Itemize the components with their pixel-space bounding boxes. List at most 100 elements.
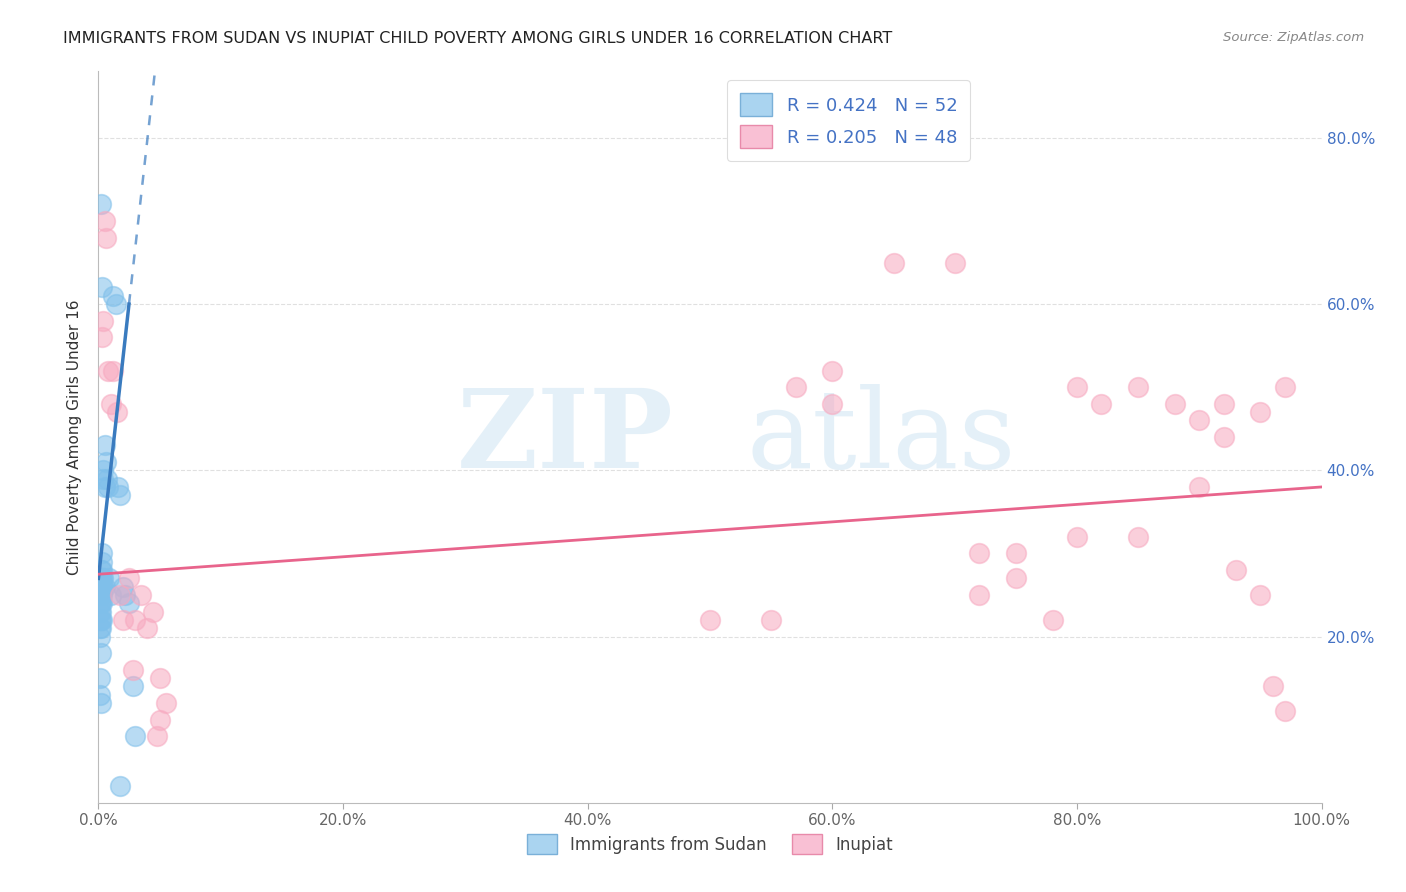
Point: [149, 713, 172, 727]
Point: [91, 463, 114, 477]
Point: [89, 588, 111, 602]
Point: [1128, 380, 1150, 394]
Point: [89, 630, 111, 644]
Point: [821, 397, 844, 411]
Point: [1188, 413, 1211, 427]
Text: ZIP: ZIP: [457, 384, 673, 491]
Point: [91, 580, 114, 594]
Point: [91, 571, 114, 585]
Point: [1212, 430, 1234, 444]
Point: [1225, 563, 1247, 577]
Point: [1066, 380, 1088, 394]
Point: [107, 480, 129, 494]
Point: [785, 380, 807, 394]
Point: [149, 671, 172, 685]
Point: [110, 488, 132, 502]
Point: [89, 688, 111, 702]
Point: [89, 596, 111, 610]
Point: [699, 613, 721, 627]
Point: [111, 613, 134, 627]
Point: [118, 596, 141, 610]
Point: [111, 580, 134, 594]
Point: [1042, 613, 1064, 627]
Point: [90, 621, 112, 635]
Point: [94, 455, 117, 469]
Point: [91, 571, 114, 585]
Point: [943, 255, 966, 269]
Point: [97, 480, 120, 494]
Point: [1066, 530, 1088, 544]
Point: [91, 596, 114, 610]
Point: [1212, 397, 1234, 411]
Point: [93, 580, 115, 594]
Point: [1249, 588, 1271, 602]
Point: [90, 563, 112, 577]
Point: [90, 696, 112, 710]
Point: [90, 646, 112, 660]
Point: [121, 680, 143, 694]
Point: [104, 297, 127, 311]
Point: [101, 289, 124, 303]
Point: [90, 197, 112, 211]
Point: [91, 546, 114, 560]
Point: [90, 580, 112, 594]
Point: [91, 613, 114, 627]
Y-axis label: Child Poverty Among Girls Under 16: Child Poverty Among Girls Under 16: [67, 300, 83, 574]
Point: [91, 280, 114, 294]
Point: [96, 472, 118, 486]
Point: [91, 330, 114, 344]
Point: [967, 546, 990, 560]
Point: [91, 588, 114, 602]
Point: [93, 214, 115, 228]
Point: [89, 621, 111, 635]
Point: [821, 363, 844, 377]
Legend: Immigrants from Sudan, Inupiat: Immigrants from Sudan, Inupiat: [520, 828, 900, 860]
Point: [93, 438, 115, 452]
Point: [1004, 571, 1026, 585]
Point: [124, 729, 146, 743]
Point: [90, 588, 112, 602]
Point: [100, 397, 122, 411]
Point: [967, 588, 990, 602]
Point: [97, 363, 120, 377]
Point: [114, 588, 136, 602]
Point: [90, 571, 112, 585]
Point: [90, 605, 112, 619]
Point: [89, 571, 111, 585]
Point: [1128, 530, 1150, 544]
Point: [761, 613, 783, 627]
Point: [155, 696, 177, 710]
Point: [1274, 705, 1296, 719]
Point: [89, 580, 111, 594]
Point: [94, 230, 117, 244]
Point: [98, 571, 121, 585]
Point: [89, 671, 111, 685]
Point: [142, 605, 165, 619]
Point: [105, 405, 128, 419]
Point: [89, 613, 111, 627]
Point: [91, 563, 114, 577]
Point: [91, 580, 114, 594]
Point: [136, 621, 159, 635]
Point: [1274, 380, 1296, 394]
Point: [91, 472, 114, 486]
Point: [93, 480, 115, 494]
Point: [1188, 480, 1211, 494]
Point: [110, 588, 132, 602]
Point: [1164, 397, 1187, 411]
Text: IMMIGRANTS FROM SUDAN VS INUPIAT CHILD POVERTY AMONG GIRLS UNDER 16 CORRELATION : IMMIGRANTS FROM SUDAN VS INUPIAT CHILD P…: [63, 31, 893, 46]
Point: [1004, 546, 1026, 560]
Point: [110, 779, 132, 793]
Point: [101, 363, 124, 377]
Point: [146, 729, 169, 743]
Point: [100, 588, 122, 602]
Point: [91, 555, 114, 569]
Point: [118, 571, 141, 585]
Point: [90, 613, 112, 627]
Point: [883, 255, 905, 269]
Point: [1249, 405, 1271, 419]
Text: Source: ZipAtlas.com: Source: ZipAtlas.com: [1223, 31, 1364, 45]
Point: [1261, 680, 1284, 694]
Point: [124, 613, 146, 627]
Text: atlas: atlas: [747, 384, 1017, 491]
